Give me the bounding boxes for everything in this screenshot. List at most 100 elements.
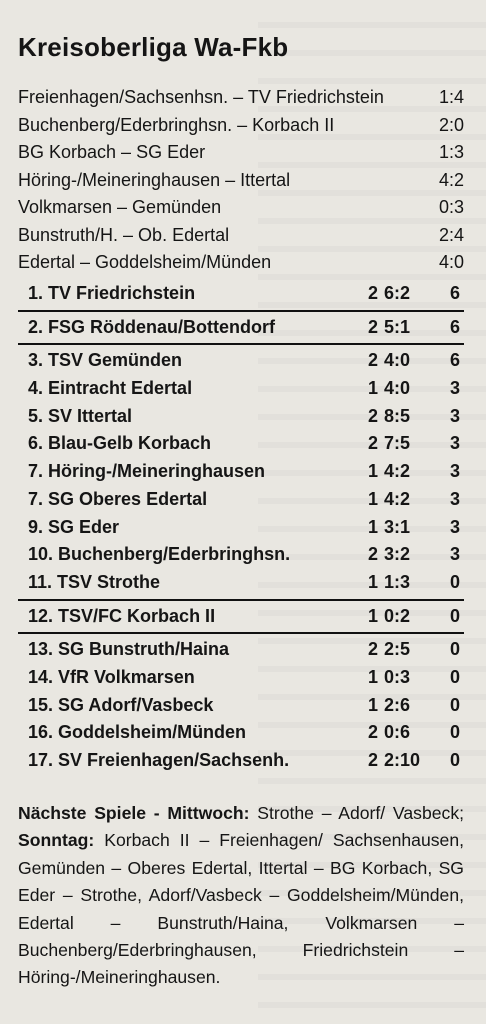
goal-ratio: 4:0 xyxy=(384,378,411,399)
team-name: SG Bunstruth/Haina xyxy=(58,639,230,660)
games-played: 2 xyxy=(368,316,379,337)
team-name: Buchenberg/Ederbringhsn. xyxy=(58,544,291,565)
standings-table: 1. TV Friedrichstein 2 6:2 6 2. FSG Rödd… xyxy=(18,280,464,775)
points: 3 xyxy=(449,516,460,537)
goal-ratio: 5:1 xyxy=(384,316,411,337)
rank: 6. xyxy=(28,433,44,454)
table-row: 4. Eintracht Edertal 1 4:0 3 xyxy=(18,375,464,403)
games-played: 1 xyxy=(368,516,379,537)
points: 0 xyxy=(449,694,460,715)
points: 6 xyxy=(449,350,460,371)
goal-ratio: 1:3 xyxy=(384,571,411,592)
team-cell: 1. TV Friedrichstein xyxy=(28,280,195,308)
games-played: 2 xyxy=(368,722,379,743)
team-cell: 6. Blau-Gelb Korbach xyxy=(28,430,211,458)
table-row: 9. SG Eder 1 3:1 3 xyxy=(18,514,464,542)
team-name: SG Oberes Edertal xyxy=(48,488,208,509)
points: 3 xyxy=(449,405,460,426)
table-row: 7. Höring-/Meineringhausen 1 4:2 3 xyxy=(18,458,464,486)
rank: 9. xyxy=(28,516,44,537)
next-games-label: Nächste Spiele - Mittwoch: xyxy=(18,803,250,823)
result-score: 1:4 xyxy=(438,87,464,107)
games-played: 2 xyxy=(368,639,379,660)
team-name: SV Freienhagen/Sachsenh. xyxy=(58,750,290,770)
points: 6 xyxy=(449,283,460,303)
table-row: 5. SV Ittertal 2 8:5 3 xyxy=(18,403,464,431)
team-name: SV Ittertal xyxy=(48,405,133,426)
team-cell: 7. SG Oberes Edertal xyxy=(28,486,207,514)
points: 3 xyxy=(449,378,460,399)
result-score: 4:0 xyxy=(438,252,464,272)
games-played: 1 xyxy=(368,571,379,592)
team-name: Höring-/Meineringhausen xyxy=(48,461,266,482)
next-games-paragraph: Nächste Spiele - Mittwoch: Strothe – Ado… xyxy=(18,800,464,992)
team-cell: 4. Eintracht Edertal xyxy=(28,375,192,403)
games-played: 1 xyxy=(368,605,379,626)
result-match: Bunstruth/H. – Ob. Edertal xyxy=(18,224,230,245)
result-match: Buchenberg/Ederbringhsn. – Korbach II xyxy=(18,114,335,135)
rank: 16. xyxy=(28,722,54,743)
team-cell: 2. FSG Röddenau/Bottendorf xyxy=(28,314,275,342)
points: 0 xyxy=(449,750,460,770)
team-cell: 9. SG Eder xyxy=(28,514,119,542)
games-played: 1 xyxy=(368,461,379,482)
games-played: 2 xyxy=(368,283,379,303)
result-row: Edertal – Goddelsheim/Münden 4:0 xyxy=(18,249,464,277)
goal-ratio: 3:2 xyxy=(384,544,411,565)
next-games-sunday: Korbach II – Freienhagen/ Sachsenhausen,… xyxy=(18,830,464,988)
table-divider xyxy=(18,632,464,635)
table-row: 17. SV Freienhagen/Sachsenh. 2 2:10 0 xyxy=(18,747,464,775)
rank: 17. xyxy=(28,750,54,770)
team-name: TV Friedrichstein xyxy=(48,283,196,303)
team-name: TSV Gemünden xyxy=(48,350,183,371)
result-score: 1:3 xyxy=(438,142,464,162)
result-match: Freienhagen/Sachsenhsn. – TV Friedrichst… xyxy=(18,87,384,107)
team-cell: 16. Goddelsheim/Münden xyxy=(28,719,246,747)
team-cell: 10. Buchenberg/Ederbringhsn. xyxy=(28,541,290,569)
goal-ratio: 3:1 xyxy=(384,516,411,537)
rank: 13. xyxy=(28,639,54,660)
table-row: 6. Blau-Gelb Korbach 2 7:5 3 xyxy=(18,430,464,458)
goal-ratio: 4:0 xyxy=(384,350,411,371)
league-title: Kreisoberliga Wa-Fkb xyxy=(18,32,289,62)
team-name: SG Eder xyxy=(48,516,120,537)
table-divider xyxy=(18,343,464,346)
table-divider xyxy=(18,309,464,312)
results-list: Freienhagen/Sachsenhsn. – TV Friedrichst… xyxy=(18,84,464,277)
table-row: 14. VfR Volkmarsen 1 0:3 0 xyxy=(18,664,464,692)
table-row: 7. SG Oberes Edertal 1 4:2 3 xyxy=(18,486,464,514)
games-played: 1 xyxy=(368,378,379,399)
games-played: 1 xyxy=(368,488,379,509)
table-row: 13. SG Bunstruth/Haina 2 2:5 0 xyxy=(18,636,464,664)
rank: 1. xyxy=(28,283,44,303)
goal-ratio: 0:2 xyxy=(384,605,411,626)
team-cell: 5. SV Ittertal xyxy=(28,403,132,431)
points: 0 xyxy=(449,605,460,626)
points: 3 xyxy=(449,433,460,454)
games-played: 2 xyxy=(368,405,379,426)
team-name: Goddelsheim/Münden xyxy=(58,722,247,743)
team-cell: 7. Höring-/Meineringhausen xyxy=(28,458,265,486)
team-name: FSG Röddenau/Bottendorf xyxy=(48,316,276,337)
table-row: 15. SG Adorf/Vasbeck 1 2:6 0 xyxy=(18,692,464,720)
rank: 7. xyxy=(28,488,44,509)
result-row: Freienhagen/Sachsenhsn. – TV Friedrichst… xyxy=(18,84,464,112)
result-row: Buchenberg/Ederbringhsn. – Korbach II 2:… xyxy=(18,112,464,140)
result-score: 0:3 xyxy=(438,197,464,217)
team-name: SG Adorf/Vasbeck xyxy=(58,694,214,715)
goal-ratio: 0:6 xyxy=(384,722,411,743)
team-name: VfR Volkmarsen xyxy=(58,666,195,687)
points: 0 xyxy=(449,722,460,743)
table-row: 16. Goddelsheim/Münden 2 0:6 0 xyxy=(18,719,464,747)
result-match: Volkmarsen – Gemünden xyxy=(18,197,222,217)
rank: 11. xyxy=(28,571,53,592)
sunday-label: Sonntag: xyxy=(18,830,95,851)
table-row: 1. TV Friedrichstein 2 6:2 6 xyxy=(18,280,464,308)
games-played: 2 xyxy=(368,544,379,565)
team-cell: 15. SG Adorf/Vasbeck xyxy=(28,692,213,720)
result-score: 4:2 xyxy=(438,169,464,190)
rank: 15. xyxy=(28,694,54,715)
team-cell: 12. TSV/FC Korbach II xyxy=(28,603,215,631)
goal-ratio: 8:5 xyxy=(384,405,411,426)
